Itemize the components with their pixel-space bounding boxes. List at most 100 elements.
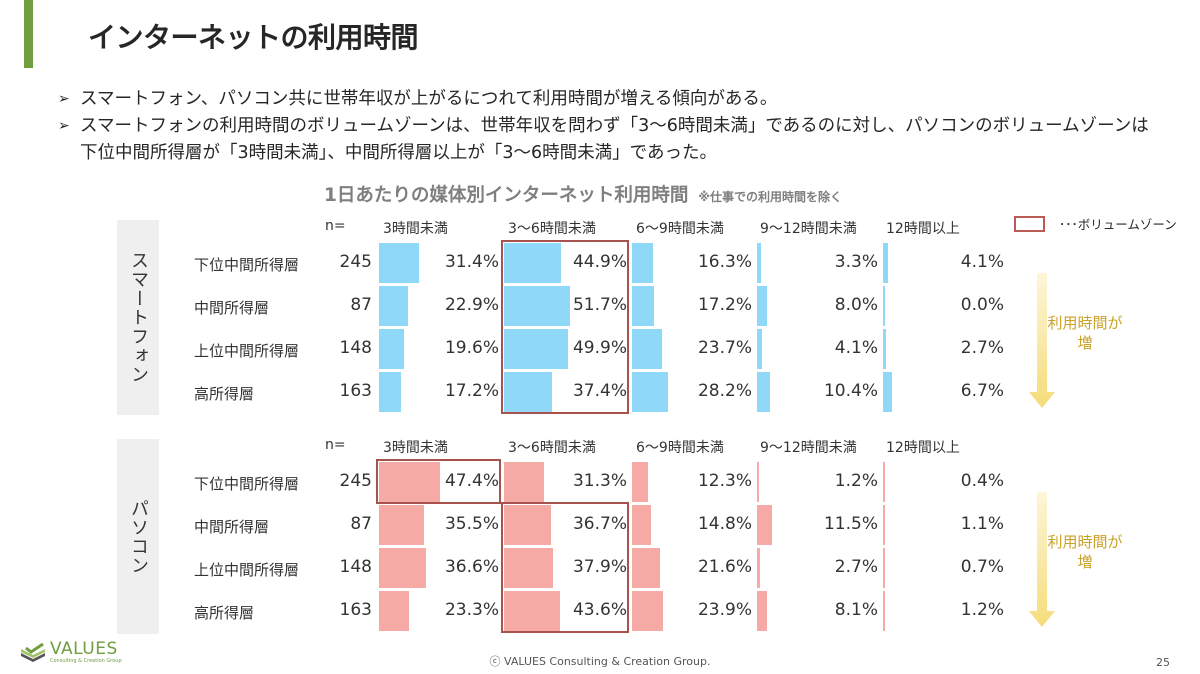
percent-label: 6.7%	[960, 381, 1004, 401]
trend-down-arrow-icon	[1029, 273, 1055, 408]
row-label: 中間所得層	[194, 518, 270, 536]
percent-label: 31.4%	[444, 252, 499, 272]
bullet-text: スマートフォンの利用時間のボリュームゾーンは、世帯年収を問わず「3～6時間未満」…	[80, 116, 1149, 163]
bar	[883, 505, 885, 545]
bar	[379, 372, 402, 412]
bar	[632, 548, 660, 588]
bar	[757, 286, 768, 326]
percent-label: 0.4%	[960, 471, 1004, 491]
column-header: 3時間未満	[383, 440, 448, 456]
values-logo-icon	[21, 642, 45, 662]
panel-name: スマートフォン	[128, 251, 149, 384]
column-header: 3～6時間未満	[508, 221, 596, 237]
trend-label-line1: 利用時間が	[1047, 533, 1123, 551]
trend-label-line1: 利用時間が	[1047, 314, 1123, 332]
bullet-item: ➢ スマートフォンの利用時間のボリュームゾーンは、世帯年収を問わず「3～6時間未…	[58, 113, 1158, 167]
percent-label: 22.9%	[444, 295, 499, 315]
bar	[504, 591, 560, 631]
percent-label: 23.7%	[697, 338, 752, 358]
legend: ･･･ボリュームゾーン	[1014, 214, 1177, 233]
percent-label: 4.1%	[960, 252, 1004, 272]
bar	[757, 243, 762, 283]
logo-main-text: VALUES	[50, 639, 118, 659]
column-header: 12時間以上	[886, 221, 960, 237]
percent-label: 2.7%	[834, 557, 878, 577]
column-header: 3時間未満	[383, 221, 448, 237]
percent-label: 0.0%	[960, 295, 1004, 315]
panel-name: パソコン	[128, 498, 149, 575]
bar	[504, 548, 553, 588]
summary-bullets: ➢ スマートフォン、パソコン共に世帯年収が上がるにつれて利用時間が増える傾向があ…	[58, 86, 1158, 167]
percent-label: 8.1%	[834, 600, 878, 620]
bar	[883, 372, 892, 412]
chart-title-text: 1日あたりの媒体別インターネット利用時間	[324, 185, 689, 206]
row-label: 下位中間所得層	[194, 256, 300, 274]
percent-label: 43.6%	[572, 600, 627, 620]
volume-zone-legend-box	[1014, 215, 1045, 232]
bar	[504, 329, 568, 369]
bar	[883, 286, 885, 326]
company-logo: VALUES Consulting & Creation Group	[20, 641, 122, 664]
row-label: 上位中間所得層	[194, 561, 300, 579]
percent-label: 12.3%	[697, 471, 752, 491]
row-label: 上位中間所得層	[194, 342, 300, 360]
row-label: 中間所得層	[194, 299, 270, 317]
bar	[632, 286, 655, 326]
row-label: 下位中間所得層	[194, 475, 300, 493]
percent-label: 23.9%	[697, 600, 752, 620]
percent-label: 37.4%	[572, 381, 627, 401]
bar	[379, 591, 409, 631]
percent-label: 1.2%	[960, 600, 1004, 620]
percent-label: 47.4%	[444, 471, 499, 491]
percent-label: 3.3%	[834, 252, 878, 272]
bar	[504, 286, 571, 326]
bar	[504, 462, 545, 502]
n-header: n=	[325, 437, 346, 453]
percent-label: 35.5%	[444, 514, 499, 534]
bar	[632, 243, 653, 283]
percent-label: 31.3%	[572, 471, 627, 491]
column-header: 12時間以上	[886, 440, 960, 456]
bar	[632, 372, 669, 412]
n-value: 245	[339, 471, 372, 491]
n-value: 163	[339, 381, 372, 401]
bar	[632, 329, 663, 369]
logo-sub-text: Consulting & Creation Group	[50, 658, 122, 664]
panel-side-label: パソコン	[117, 439, 159, 634]
row-label: 高所得層	[194, 385, 255, 403]
bar	[883, 548, 885, 588]
percent-label: 2.7%	[960, 338, 1004, 358]
percent-label: 44.9%	[572, 252, 627, 272]
bar	[757, 548, 761, 588]
bar	[632, 462, 648, 502]
row-label: 高所得層	[194, 604, 255, 622]
percent-label: 21.6%	[697, 557, 752, 577]
percent-label: 19.6%	[444, 338, 499, 358]
n-value: 148	[339, 557, 372, 577]
bar	[504, 243, 562, 283]
column-header: 6～9時間未満	[636, 221, 724, 237]
chart-note: ※仕事での利用時間を除く	[698, 190, 843, 204]
bar	[883, 329, 887, 369]
bar	[632, 591, 663, 631]
percent-label: 49.9%	[572, 338, 627, 358]
bar	[883, 462, 885, 502]
volume-zone-box	[501, 240, 629, 414]
percent-label: 11.5%	[823, 514, 878, 534]
bar	[379, 329, 405, 369]
trend-label-line2: 増	[1077, 553, 1093, 571]
n-value: 87	[350, 514, 372, 534]
percent-label: 0.7%	[960, 557, 1004, 577]
bar	[757, 329, 763, 369]
bullet-text: スマートフォン、パソコン共に世帯年収が上がるにつれて利用時間が増える傾向がある。	[80, 89, 778, 109]
percent-label: 1.1%	[960, 514, 1004, 534]
n-header: n=	[325, 218, 346, 234]
percent-label: 1.2%	[834, 471, 878, 491]
arrow-bullet-icon: ➢	[58, 91, 70, 107]
volume-zone-box	[376, 459, 501, 504]
title-accent-bar	[24, 0, 33, 68]
percent-label: 10.4%	[823, 381, 878, 401]
bullet-item: ➢ スマートフォン、パソコン共に世帯年収が上がるにつれて利用時間が増える傾向があ…	[58, 86, 1158, 113]
chart-title: 1日あたりの媒体別インターネット利用時間 ※仕事での利用時間を除く	[324, 181, 842, 207]
trend-label-line2: 増	[1077, 334, 1093, 352]
